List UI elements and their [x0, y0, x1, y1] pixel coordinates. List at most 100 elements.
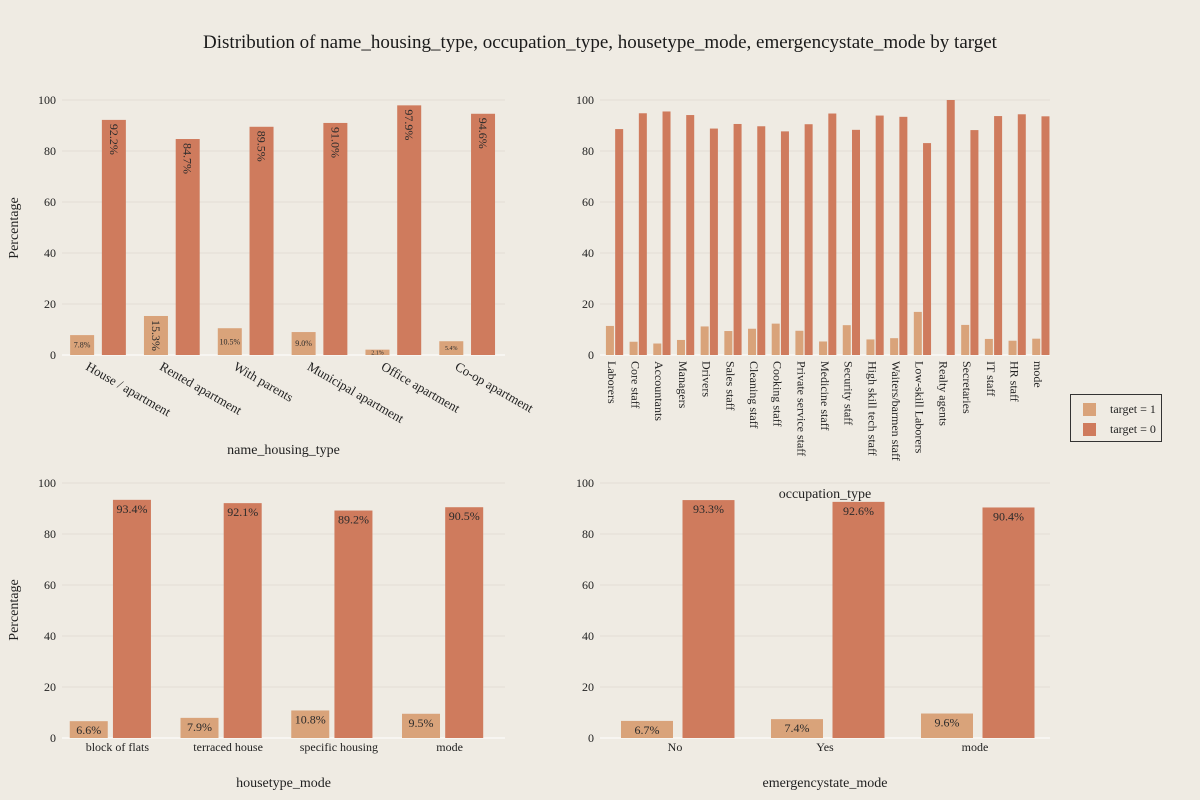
data-label: 92.2% [107, 124, 121, 155]
x-tick-label: Cooking staff [771, 361, 785, 426]
y-tick-label: 40 [582, 246, 594, 260]
x-tick-label: Accountants [652, 361, 666, 421]
y-tick-label: 0 [50, 348, 56, 362]
bar-target-1 [605, 325, 614, 355]
y-tick-label: 20 [44, 680, 56, 694]
y-tick-label: 20 [582, 297, 594, 311]
bar-target-1 [1008, 340, 1017, 355]
y-tick-label: 0 [588, 731, 594, 745]
x-tick-label: mode [436, 740, 463, 754]
data-label: 6.7% [635, 723, 660, 737]
bar-target-1 [700, 326, 709, 355]
bar-target-0 [175, 139, 200, 355]
data-label: 93.3% [693, 502, 724, 516]
data-label: 7.9% [187, 720, 212, 734]
data-label: 89.2% [338, 513, 369, 527]
bar-target-1 [69, 721, 108, 738]
bar-target-0 [970, 130, 979, 355]
data-label: 9.5% [409, 716, 434, 730]
x-tick-label: specific housing [300, 740, 378, 754]
bar-target-0 [1041, 116, 1050, 355]
data-label: 10.8% [295, 712, 326, 726]
x-tick-label: Security staff [842, 361, 856, 425]
data-label: 89.5% [255, 131, 269, 162]
x-tick-label: Yes [816, 740, 834, 754]
x-tick-label: IT staff [984, 361, 998, 396]
bar-target-1 [771, 719, 823, 738]
y-tick-label: 80 [44, 527, 56, 541]
bar-target-1 [143, 315, 168, 355]
bar-target-0 [662, 111, 671, 355]
bar-target-1 [653, 343, 662, 355]
bar-target-0 [686, 115, 695, 355]
chart-title: Distribution of name_housing_type, occup… [203, 32, 997, 53]
legend-label-target-1: target = 1 [1110, 401, 1156, 416]
bar-target-1 [866, 339, 875, 355]
data-label: 93.4% [116, 502, 147, 516]
chart-panel-housetype-mode: 0 20 40 60 80 100 6.6% 93.4% block of flats 7.9% 9… [7, 476, 505, 791]
bar-target-0 [804, 124, 813, 355]
y-tick-label: 60 [44, 195, 56, 209]
y-tick-label: 60 [582, 578, 594, 592]
x-axis-title: housetype_mode [236, 776, 331, 791]
bar-target-0 [946, 100, 955, 355]
y-tick-label: 40 [44, 246, 56, 260]
data-label: 91.0% [328, 127, 342, 158]
bar-target-0 [471, 113, 496, 356]
legend[interactable]: target = 1 target = 0 [1070, 394, 1162, 442]
bar-target-1 [890, 338, 899, 355]
bar-target-0 [682, 500, 735, 738]
y-tick-label: 100 [576, 93, 594, 107]
x-tick-label: mode [962, 740, 989, 754]
bar-target-0 [923, 143, 932, 355]
bar-target-0 [323, 122, 348, 355]
x-tick-label: mode [1031, 361, 1045, 388]
data-label: 94.6% [476, 118, 490, 149]
x-tick-label: HR staff [1007, 361, 1021, 402]
chart-panel-occupation-type: 0 20 40 60 80 100 Laborers Core staff Accountant… [576, 93, 1050, 502]
bar-target-1 [913, 311, 922, 355]
data-label: 90.4% [993, 509, 1024, 523]
x-tick-label: Laborers [605, 361, 619, 404]
bar-target-1 [771, 323, 780, 355]
data-label: 15.3% [149, 320, 163, 351]
x-tick-label: Medicine staff [818, 361, 832, 430]
bar-target-0 [832, 501, 885, 738]
bar-target-0 [875, 115, 884, 356]
x-tick-label: Core staff [629, 361, 643, 408]
bar-target-1 [795, 330, 804, 355]
bar-target-0 [982, 507, 1035, 738]
bar-target-0 [223, 503, 262, 738]
legend-swatch-target-1 [1083, 402, 1096, 416]
y-tick-label: 100 [576, 476, 594, 490]
x-tick-label: With parents [231, 359, 296, 405]
data-label: 10.5% [219, 337, 240, 346]
y-tick-label: 40 [582, 629, 594, 643]
x-tick-label: Sales staff [723, 361, 737, 410]
x-axis-title: occupation_type [779, 487, 872, 502]
bar-target-0 [780, 131, 789, 355]
bar-target-1 [217, 328, 242, 355]
x-tick-label: Secretaries [960, 361, 974, 414]
y-axis-title: Percentage [7, 579, 22, 640]
x-axis-title: name_housing_type [227, 443, 340, 458]
bar-target-0 [101, 119, 126, 355]
data-label: 2.1% [371, 350, 384, 356]
data-label: 5.4% [445, 346, 458, 352]
x-tick-label: terraced house [193, 740, 263, 754]
legend-item-target-0[interactable]: target = 0 [1083, 421, 1156, 437]
bar-target-0 [828, 113, 837, 355]
bar-target-0 [445, 507, 484, 738]
bar-target-1 [1032, 338, 1041, 355]
y-tick-label: 0 [50, 731, 56, 745]
bar-target-1 [724, 331, 733, 355]
data-label: 7.8% [74, 341, 91, 350]
data-label: 90.5% [449, 509, 480, 523]
bar-target-0 [638, 113, 647, 355]
legend-item-target-1[interactable]: target = 1 [1083, 401, 1156, 417]
x-tick-label: block of flats [86, 740, 150, 754]
y-tick-label: 80 [582, 144, 594, 158]
bar-target-0 [899, 116, 908, 355]
x-tick-label: Managers [676, 361, 690, 409]
x-tick-label: Waiters/barmen staff [889, 361, 903, 461]
